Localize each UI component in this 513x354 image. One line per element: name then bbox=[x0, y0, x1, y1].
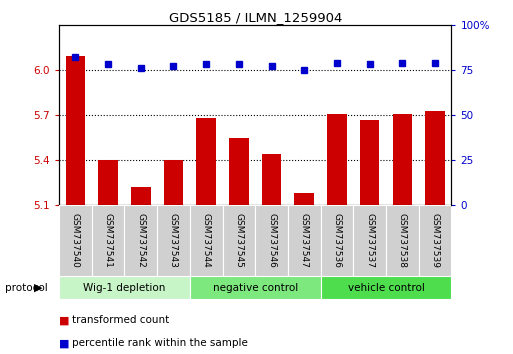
Bar bbox=[190, 205, 223, 276]
Text: ■: ■ bbox=[59, 338, 69, 348]
Bar bbox=[294, 193, 314, 205]
Text: vehicle control: vehicle control bbox=[348, 282, 424, 293]
Bar bbox=[164, 160, 183, 205]
Bar bbox=[190, 276, 321, 299]
Text: GSM737545: GSM737545 bbox=[234, 213, 243, 268]
Bar bbox=[131, 187, 150, 205]
Text: GSM737541: GSM737541 bbox=[104, 213, 112, 268]
Text: negative control: negative control bbox=[212, 282, 298, 293]
Bar bbox=[157, 205, 190, 276]
Text: GSM737544: GSM737544 bbox=[202, 213, 211, 268]
Text: GSM737536: GSM737536 bbox=[332, 213, 342, 268]
Bar bbox=[66, 56, 85, 205]
Bar bbox=[386, 205, 419, 276]
Text: transformed count: transformed count bbox=[72, 315, 169, 325]
Text: GSM737546: GSM737546 bbox=[267, 213, 276, 268]
Text: GSM737538: GSM737538 bbox=[398, 213, 407, 268]
Bar bbox=[321, 205, 353, 276]
Bar bbox=[92, 205, 125, 276]
Text: Wig-1 depletion: Wig-1 depletion bbox=[83, 282, 166, 293]
Bar bbox=[255, 205, 288, 276]
Bar bbox=[59, 276, 190, 299]
Bar bbox=[98, 160, 118, 205]
Text: GSM737547: GSM737547 bbox=[300, 213, 309, 268]
Text: GSM737539: GSM737539 bbox=[430, 213, 440, 268]
Bar bbox=[327, 114, 347, 205]
Bar bbox=[419, 205, 451, 276]
Bar bbox=[196, 118, 216, 205]
Bar bbox=[353, 205, 386, 276]
Text: GSM737542: GSM737542 bbox=[136, 213, 145, 268]
Text: GSM737543: GSM737543 bbox=[169, 213, 178, 268]
Text: ▶: ▶ bbox=[34, 282, 43, 293]
Text: percentile rank within the sample: percentile rank within the sample bbox=[72, 338, 248, 348]
Bar bbox=[360, 120, 380, 205]
Bar bbox=[262, 154, 281, 205]
Bar bbox=[425, 110, 445, 205]
Bar bbox=[223, 205, 255, 276]
Bar bbox=[59, 205, 92, 276]
Bar bbox=[229, 138, 249, 205]
Text: protocol: protocol bbox=[5, 282, 48, 293]
Bar bbox=[392, 114, 412, 205]
Text: GSM737540: GSM737540 bbox=[71, 213, 80, 268]
Text: GSM737537: GSM737537 bbox=[365, 213, 374, 268]
Bar bbox=[321, 276, 451, 299]
Title: GDS5185 / ILMN_1259904: GDS5185 / ILMN_1259904 bbox=[169, 11, 342, 24]
Bar bbox=[288, 205, 321, 276]
Text: ■: ■ bbox=[59, 315, 69, 325]
Bar bbox=[124, 205, 157, 276]
